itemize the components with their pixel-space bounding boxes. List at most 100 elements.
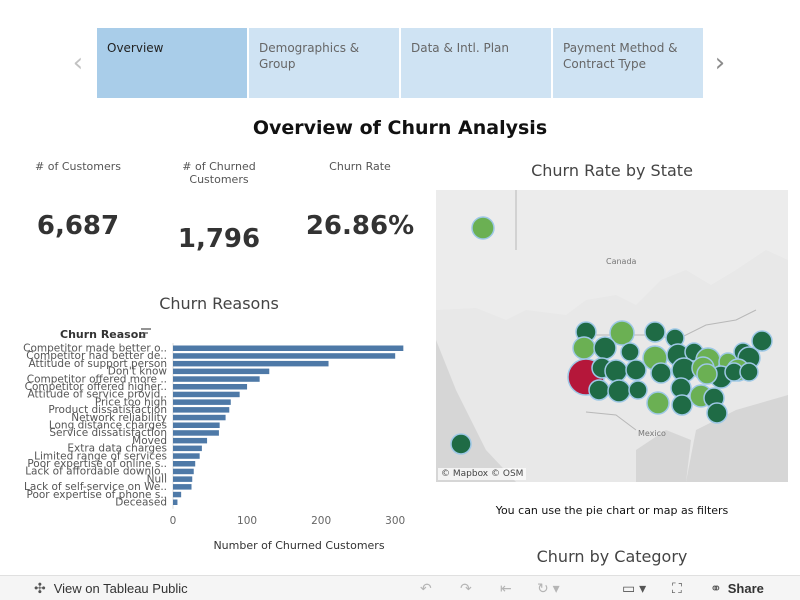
state-churn-points[interactable]: [450, 216, 773, 455]
state-point[interactable]: [628, 380, 648, 400]
state-point[interactable]: [450, 433, 472, 455]
category-label: Long distance charges: [49, 420, 167, 432]
category-label: Product dissatisfaction: [48, 404, 167, 416]
filter-note: You can use the pie chart or map as filt…: [495, 504, 729, 517]
state-point[interactable]: [607, 379, 631, 403]
refresh-icon[interactable]: ↻ ▾: [537, 579, 560, 596]
view-on-tableau-public-label: View on Tableau Public: [53, 580, 188, 596]
state-point[interactable]: [644, 321, 666, 343]
x-tick-label: 300: [385, 515, 405, 527]
bar: [173, 499, 178, 505]
tableau-icon: ✣: [34, 579, 46, 596]
bar: [173, 345, 404, 351]
state-point[interactable]: [604, 359, 628, 383]
view-on-tableau-public-link[interactable]: ✣ View on Tableau Public: [34, 580, 188, 597]
state-point[interactable]: [471, 216, 495, 240]
category-label: Poor expertise of online s..: [27, 458, 167, 470]
category-label: Moved: [132, 435, 167, 447]
map-water-atlantic: [686, 395, 788, 482]
tab-payment-method-contract-type[interactable]: Payment Method & Contract Type: [553, 28, 703, 98]
story-navigator: Overview Demographics & Group Data & Int…: [97, 28, 703, 98]
kpi-churned-value: 1,796: [177, 224, 261, 254]
bar: [173, 360, 329, 367]
bar: [173, 430, 219, 436]
category-label: Lack of affordable downlo..: [25, 466, 167, 478]
sort-icon: [141, 328, 151, 338]
category-label: Competitor offered higher..: [25, 381, 167, 393]
fullscreen-icon[interactable]: ⛶: [672, 579, 682, 596]
churn-map[interactable]: Canada Mexico: [436, 190, 788, 482]
category-label: Service dissatisfaction: [49, 427, 167, 439]
state-point[interactable]: [646, 391, 670, 415]
state-point[interactable]: [739, 362, 759, 382]
kpi-churned-label: # of Churned Customers: [182, 160, 256, 186]
state-point[interactable]: [671, 394, 693, 416]
state-point[interactable]: [625, 359, 647, 381]
category-label: Competitor had better de..: [26, 350, 167, 362]
bar: [173, 461, 196, 467]
category-label: Limited range of services: [34, 450, 167, 462]
bar: [173, 384, 248, 390]
bar: [173, 476, 193, 482]
tab-demographics-group[interactable]: Demographics & Group: [249, 28, 399, 98]
undo-icon[interactable]: ↶: [420, 579, 432, 596]
download-icon[interactable]: ▭ ▾: [622, 579, 647, 596]
bar: [173, 437, 208, 444]
share-button[interactable]: ⚭ Share: [710, 580, 764, 597]
bar: [173, 491, 182, 498]
chevron-right-icon[interactable]: ›: [714, 48, 726, 78]
bar: [173, 422, 220, 428]
tab-data-intl-plan[interactable]: Data & Intl. Plan: [401, 28, 551, 98]
y-axis-title: Churn Reason: [60, 328, 146, 341]
category-label: Poor expertise of phone s..: [27, 489, 168, 501]
share-icon: ⚭: [710, 579, 722, 596]
osm-attribution[interactable]: © OSM: [491, 469, 524, 479]
x-tick-label: 100: [237, 515, 257, 527]
kpi-churn-rate: Churn Rate 26.86%: [295, 160, 425, 241]
category-label: Deceased: [115, 497, 167, 509]
map-attribution: © Mapbox © OSM: [438, 468, 527, 480]
tab-overview[interactable]: Overview: [97, 28, 247, 98]
state-point[interactable]: [609, 320, 635, 346]
share-label: Share: [727, 580, 764, 596]
state-point[interactable]: [706, 402, 728, 424]
page-title: Overview of Churn Analysis: [252, 117, 548, 139]
state-point[interactable]: [588, 379, 610, 401]
category-label: Null: [147, 473, 167, 485]
category-label: Extra data charges: [67, 443, 167, 455]
kpi-churn-rate-label: Churn Rate: [329, 160, 391, 173]
bar: [173, 353, 396, 359]
state-point[interactable]: [696, 363, 718, 385]
category-chart-title: Churn by Category: [536, 547, 688, 566]
chevron-left-icon[interactable]: ‹: [72, 48, 84, 78]
x-tick-label: 200: [311, 515, 331, 527]
state-point[interactable]: [620, 342, 640, 362]
kpi-customers-value: 6,687: [36, 211, 120, 241]
category-label: Competitor made better o..: [23, 343, 167, 355]
map-water-gulf: [636, 430, 691, 482]
map-border-canada-us: [576, 309, 757, 341]
kpi-churn-rate-value: 26.86%: [305, 211, 415, 241]
revert-icon[interactable]: ⇤: [500, 579, 512, 596]
state-point[interactable]: [650, 362, 672, 384]
state-point[interactable]: [593, 336, 617, 360]
map-region-north: [436, 190, 788, 320]
category-label: Lack of self-service on We..: [24, 481, 167, 493]
bar: [173, 445, 202, 452]
state-point[interactable]: [572, 336, 596, 360]
x-axis-title: Number of Churned Customers: [213, 539, 384, 552]
map-chart-title: Churn Rate by State: [531, 161, 693, 180]
state-point[interactable]: [751, 330, 773, 352]
redo-icon[interactable]: ↷: [460, 579, 472, 596]
kpi-churned: # of Churned Customers 1,796: [154, 160, 284, 254]
bar-chart-title: Churn Reasons: [159, 294, 279, 313]
x-tick-label: 0: [170, 515, 177, 527]
bar: [173, 453, 200, 459]
kpi-customers-label: # of Customers: [35, 160, 121, 173]
category-label: Attitude of support person: [29, 358, 167, 370]
category-label: Attitude of service provid..: [28, 389, 167, 401]
bar: [173, 399, 231, 405]
mapbox-attribution[interactable]: © Mapbox: [441, 469, 489, 479]
map-label-mexico: Mexico: [638, 429, 666, 438]
